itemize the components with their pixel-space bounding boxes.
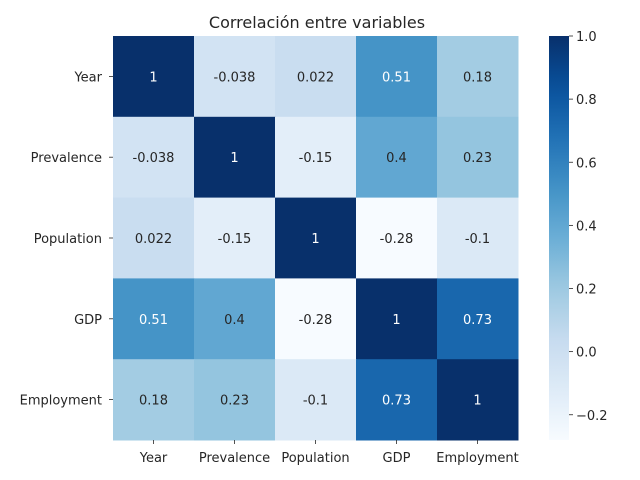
colorbar-tick-label: −0.2 <box>576 409 608 424</box>
cell-value-label: 1 <box>392 313 400 328</box>
heatmap-cell <box>113 359 195 441</box>
cell-value-label: 0.51 <box>139 313 168 328</box>
cell-value-label: 0.23 <box>220 394 249 409</box>
cell-value-label: -0.1 <box>465 232 490 247</box>
heatmap-cell <box>194 197 276 279</box>
heatmap-cell <box>275 197 357 279</box>
cell-value-label: -0.1 <box>303 394 328 409</box>
cell-value-label: -0.038 <box>214 70 256 85</box>
y-tick-label: Employment <box>20 394 102 409</box>
heatmap-cell <box>437 36 519 118</box>
colorbar-tick-label: 0.4 <box>576 219 597 234</box>
cell-value-label: 1 <box>230 151 238 166</box>
colorbar: 1.0 0.8 0.6 0.4 0.2 0.0 −0.2 <box>549 30 608 440</box>
x-tick-label: GDP <box>383 451 411 466</box>
heatmap-cell <box>437 278 519 360</box>
cell-value-label: 0.18 <box>139 394 168 409</box>
heatmap-cell <box>437 116 519 199</box>
cell-value-label: 0.4 <box>386 151 407 166</box>
heatmap-cell <box>356 36 438 118</box>
colorbar-tick-label: 0.2 <box>576 283 597 298</box>
colorbar-tick-label: 0.6 <box>576 156 597 171</box>
heatmap-cell <box>356 359 438 441</box>
cell-value-label: 1 <box>473 394 481 409</box>
cell-value-label: 0.73 <box>382 394 411 409</box>
heatmap-cell <box>275 278 357 360</box>
heatmap-cell <box>194 278 276 360</box>
y-tick-label: Prevalence <box>31 151 102 166</box>
heatmap-cell <box>437 197 519 279</box>
chart-title: Correlación entre variables <box>209 13 425 32</box>
y-tick-label: GDP <box>74 313 102 328</box>
heatmap-cell <box>113 278 195 360</box>
heatmap-cell <box>194 36 276 118</box>
cell-value-label: 0.51 <box>382 70 411 85</box>
x-tick-label: Year <box>139 451 168 466</box>
colorbar-tick-label: 0.8 <box>576 93 597 108</box>
cell-value-label: 0.73 <box>463 313 492 328</box>
heatmap-cell <box>194 359 276 441</box>
cell-value-label: 1 <box>311 232 319 247</box>
cell-value-label: -0.15 <box>299 151 333 166</box>
cell-value-label: 1 <box>149 70 157 85</box>
y-tick-label: Year <box>73 70 102 85</box>
cell-value-label: -0.038 <box>133 151 175 166</box>
heatmap-cell <box>356 116 438 199</box>
heatmap-cell <box>194 116 276 199</box>
cell-value-label: 0.022 <box>135 232 172 247</box>
colorbar-gradient <box>549 36 569 440</box>
heatmap-cell <box>275 116 357 199</box>
x-tick-label: Population <box>281 451 349 466</box>
heatmap-cell <box>113 36 195 118</box>
heatmap-cell <box>113 116 195 199</box>
cell-value-label: 0.4 <box>224 313 245 328</box>
heatmap-cell <box>437 359 519 441</box>
heatmap-cell <box>113 197 195 279</box>
heatmap-cell <box>275 36 357 118</box>
heatmap-cell <box>356 197 438 279</box>
heatmap-cell <box>275 359 357 441</box>
y-axis-tick-labels: Year Prevalence Population GDP Employment <box>20 70 113 409</box>
cell-value-label: -0.15 <box>218 232 252 247</box>
x-axis-tick-labels: Year Prevalence Population GDP Employment <box>139 440 519 466</box>
heatmap-cell <box>356 278 438 360</box>
heatmap-cells: 1 -0.038 0.022 0.51 0.18 -0.038 1 -0.15 0.4 0.23 0… <box>113 36 519 441</box>
x-tick-label: Prevalence <box>199 451 270 466</box>
cell-value-label: 0.18 <box>463 70 492 85</box>
y-tick-label: Population <box>34 232 102 247</box>
colorbar-tick-label: 0.0 <box>576 346 597 361</box>
cell-value-label: 0.23 <box>463 151 492 166</box>
x-tick-label: Employment <box>436 451 518 466</box>
cell-value-label: -0.28 <box>380 232 414 247</box>
cell-value-label: 0.022 <box>297 70 334 85</box>
cell-value-label: -0.28 <box>299 313 333 328</box>
colorbar-tick-label: 1.0 <box>576 30 597 45</box>
